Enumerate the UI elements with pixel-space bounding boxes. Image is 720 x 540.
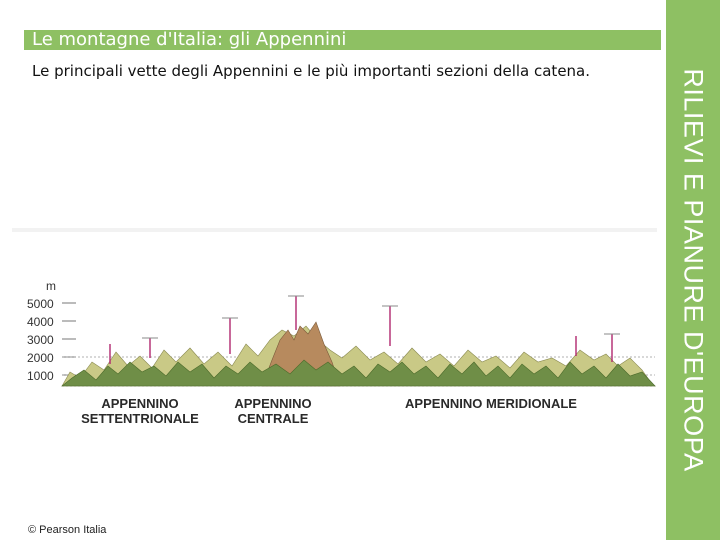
unit-label: m bbox=[46, 279, 56, 293]
tick-label: 5000 bbox=[27, 297, 54, 311]
section-label-north-2: SETTENTRIONALE bbox=[81, 411, 199, 426]
page-title: Le montagne d'Italia: gli Appennini bbox=[32, 29, 347, 50]
peak-caps bbox=[142, 295, 620, 339]
tick-label: 1000 bbox=[27, 369, 54, 383]
section-label-north-1: APPENNINO bbox=[101, 396, 178, 411]
section-label-central-1: APPENNINO bbox=[234, 396, 311, 411]
tick-label: 2000 bbox=[27, 351, 54, 365]
side-band bbox=[666, 0, 720, 540]
tick-label: 4000 bbox=[27, 315, 54, 329]
tick-marks bbox=[62, 302, 76, 376]
peak-markers bbox=[109, 296, 613, 364]
copyright: © Pearson Italia bbox=[28, 524, 107, 536]
side-label: RILIEVI E PIANURE D'EUROPA bbox=[678, 68, 709, 472]
title-bar: Le montagne d'Italia: gli Appennini bbox=[24, 29, 661, 50]
relief-front bbox=[61, 359, 656, 387]
section-label-south: APPENNINO MERIDIONALE bbox=[405, 396, 577, 411]
apennines-profile: m 5000 4000 3000 2000 1000 bbox=[12, 228, 657, 426]
section-label-central-2: CENTRALE bbox=[238, 411, 309, 426]
intro-text: Le principali vette degli Appennini e le… bbox=[32, 62, 591, 80]
tick-label: 3000 bbox=[27, 333, 54, 347]
